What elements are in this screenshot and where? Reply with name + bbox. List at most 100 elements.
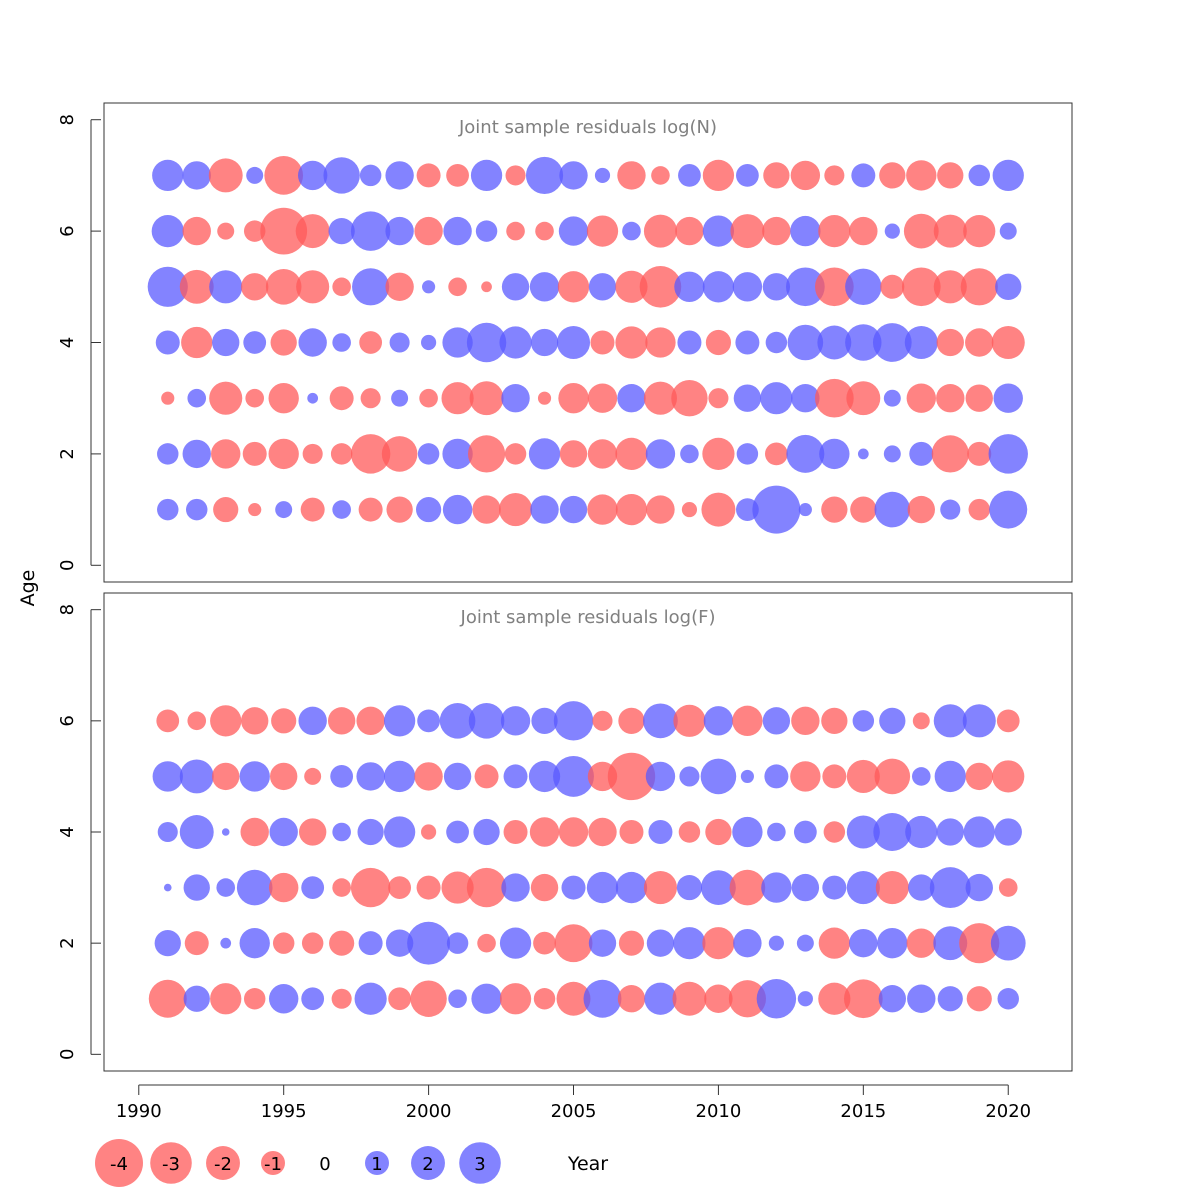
bubble [988, 434, 1028, 474]
bubble [239, 761, 270, 792]
bubble [385, 216, 414, 246]
bubble [752, 485, 801, 534]
bubble [796, 934, 814, 952]
bubble [705, 329, 732, 356]
bubble [730, 214, 765, 249]
bubble [590, 330, 615, 355]
y-tick-label: 8 [57, 604, 78, 615]
y-tick-label: 8 [57, 114, 78, 125]
bubble [535, 221, 554, 241]
bubble [179, 269, 214, 304]
bubble [298, 328, 327, 357]
bubble [965, 328, 994, 357]
bubble [708, 388, 729, 409]
bubble [732, 272, 763, 302]
bubble [729, 869, 766, 906]
bubble [295, 214, 330, 249]
bubble [499, 983, 532, 1015]
bubble [301, 876, 325, 899]
bubble [381, 436, 418, 472]
bubble [499, 927, 532, 959]
bubble [525, 156, 564, 194]
bubble [583, 979, 622, 1018]
y-tick-label: 2 [57, 937, 78, 948]
bubble [736, 443, 759, 465]
bubble [643, 381, 677, 415]
legend-item: -3 [150, 1142, 192, 1184]
legend-label: 0 [319, 1154, 330, 1175]
bubble [213, 497, 239, 523]
bubble [330, 443, 353, 465]
bubble [967, 441, 992, 466]
bubble [906, 383, 936, 413]
bubble [210, 983, 242, 1015]
bubble [357, 818, 384, 846]
bubble [329, 930, 355, 956]
bubble [618, 930, 645, 956]
y-tick-label: 0 [57, 1049, 78, 1060]
bubble [147, 266, 188, 307]
bubble [302, 443, 323, 464]
bubble [643, 703, 678, 739]
bubble [157, 821, 178, 843]
bubble [559, 440, 588, 468]
bubble [328, 217, 355, 245]
bubble [852, 710, 875, 732]
y-tick-label: 2 [57, 448, 78, 459]
bubble [248, 503, 262, 517]
bubble [553, 701, 594, 741]
bubble [210, 705, 242, 737]
bubble [790, 761, 821, 792]
bubbles [148, 701, 1026, 1019]
bubble [155, 330, 180, 355]
bubble [646, 495, 675, 524]
bubble [704, 984, 733, 1013]
bubble [187, 711, 207, 731]
bubble [648, 820, 673, 844]
bubble [216, 878, 236, 897]
x-tick-label: 2005 [551, 1101, 597, 1122]
bubble [474, 764, 499, 789]
bubble [998, 878, 1018, 897]
bubble [883, 445, 901, 463]
bubble [645, 327, 676, 358]
legend-bubble [95, 1139, 143, 1187]
bubble [702, 271, 735, 303]
bubble [880, 274, 905, 299]
bubble [239, 927, 270, 959]
x-tick-label: 2010 [696, 1101, 742, 1122]
bubble [388, 987, 412, 1011]
bubble [301, 932, 324, 954]
bubble [559, 161, 588, 190]
panel-1: Joint sample residuals log(N) 0 2 4 6 8 [57, 102, 1073, 583]
bubble [419, 388, 438, 408]
bubble [760, 382, 793, 415]
bubble [329, 386, 354, 411]
legend-item: -2 [206, 1146, 240, 1180]
bubble [352, 268, 390, 306]
bubble [208, 158, 243, 193]
bubble [873, 813, 912, 851]
panel-title: Joint sample residuals log(F) [460, 607, 716, 628]
bubble [617, 985, 646, 1013]
legend-label: 2 [422, 1154, 433, 1175]
bubble [931, 435, 969, 473]
x-tick-label: 2020 [985, 1101, 1031, 1122]
bubble [179, 759, 214, 794]
bubble [822, 764, 847, 789]
bubble [588, 273, 617, 301]
bubble [386, 496, 413, 523]
bubble [962, 704, 996, 738]
bubble [934, 760, 966, 793]
bubble [857, 448, 869, 460]
bubble [327, 707, 356, 735]
x-tick-label: 1990 [116, 1101, 162, 1122]
legend-bubble [206, 1146, 240, 1180]
bubble [242, 441, 267, 466]
bubble [705, 818, 732, 846]
bubble [350, 211, 391, 251]
bubble [332, 822, 351, 842]
bubble [995, 273, 1022, 300]
bubble [330, 765, 354, 788]
bubble [907, 495, 935, 524]
